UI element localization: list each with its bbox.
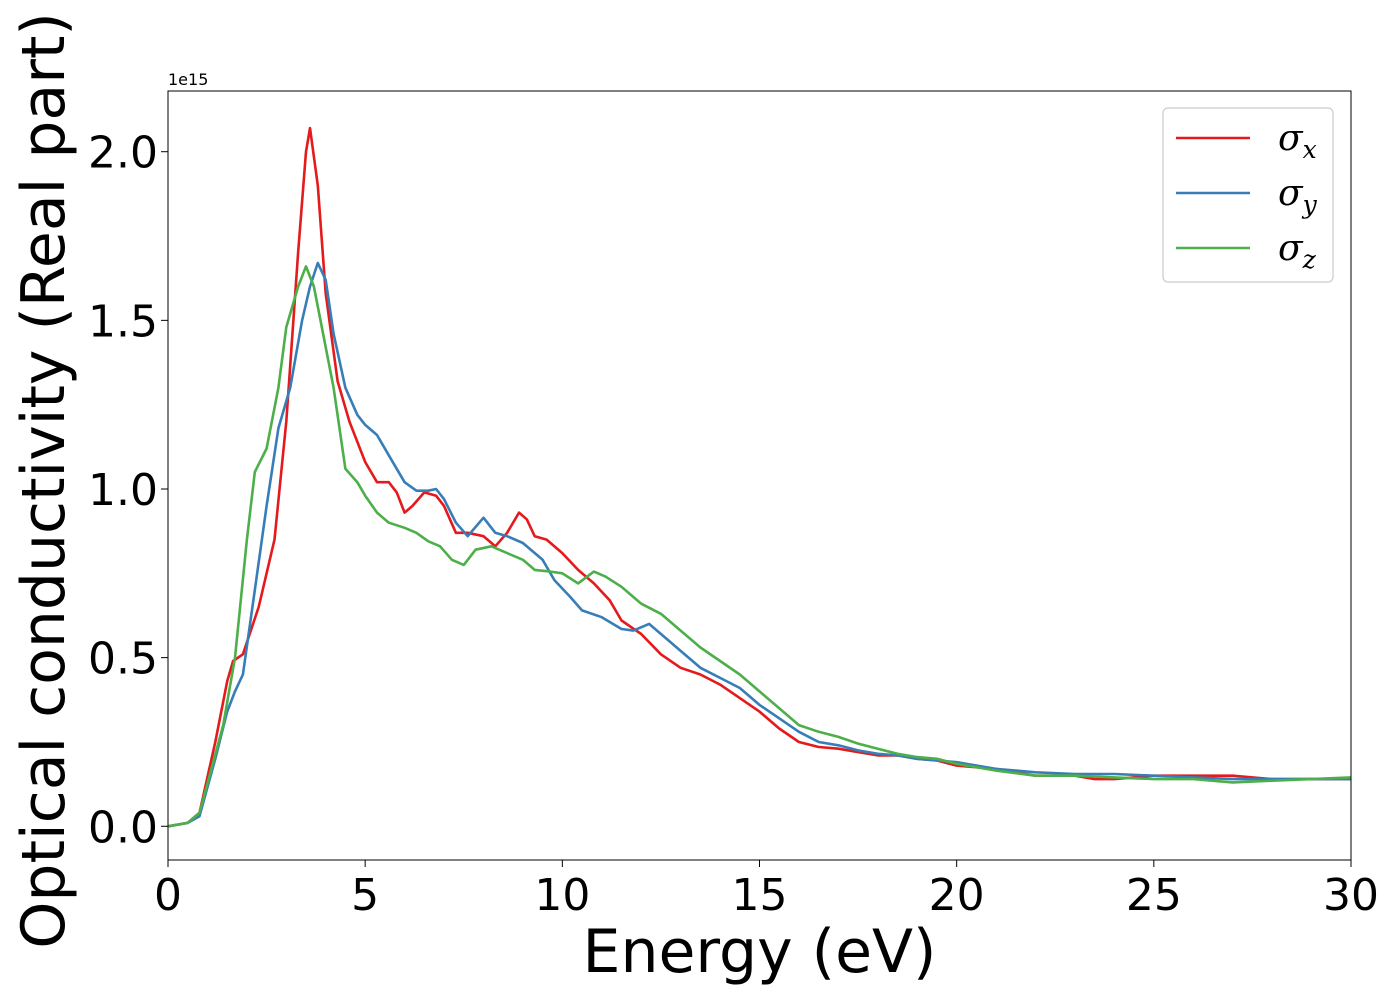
y-axis: 0.0 0.5 1.0 1.5 2.0: [88, 128, 168, 853]
x-tick-label: 0: [154, 870, 182, 921]
y-tick-label: 2.0: [88, 128, 158, 179]
y-tick-label: 1.5: [88, 296, 158, 347]
series-line-x: [168, 126, 1351, 828]
series-line-z: [168, 265, 1351, 828]
x-tick-label: 5: [351, 870, 379, 921]
x-tick-label: 25: [1126, 870, 1182, 921]
y-tick-label: 1.0: [88, 465, 158, 516]
legend-label-x: σx: [1278, 118, 1317, 164]
y-tick-label: 0.0: [88, 802, 158, 853]
x-tick-label: 30: [1323, 870, 1379, 921]
x-axis-title: Energy (eV): [583, 917, 937, 987]
y-tick-label: 0.5: [88, 634, 158, 685]
x-tick-label: 10: [534, 870, 590, 921]
y-offset-label: 1e15: [168, 70, 208, 89]
series-line-y: [168, 261, 1351, 828]
legend-label-y: σy: [1278, 173, 1318, 219]
x-tick-label: 15: [732, 870, 788, 921]
x-axis: 0 5 10 15 20 25 30: [154, 860, 1379, 921]
series-layer: [168, 126, 1351, 828]
legend-label-z: σz: [1278, 228, 1317, 274]
x-tick-label: 20: [929, 870, 985, 921]
legend: σx σy σz: [1162, 107, 1334, 283]
legend-box: [1162, 107, 1334, 283]
y-axis-title: Optical conductivity (Real part): [9, 12, 79, 949]
